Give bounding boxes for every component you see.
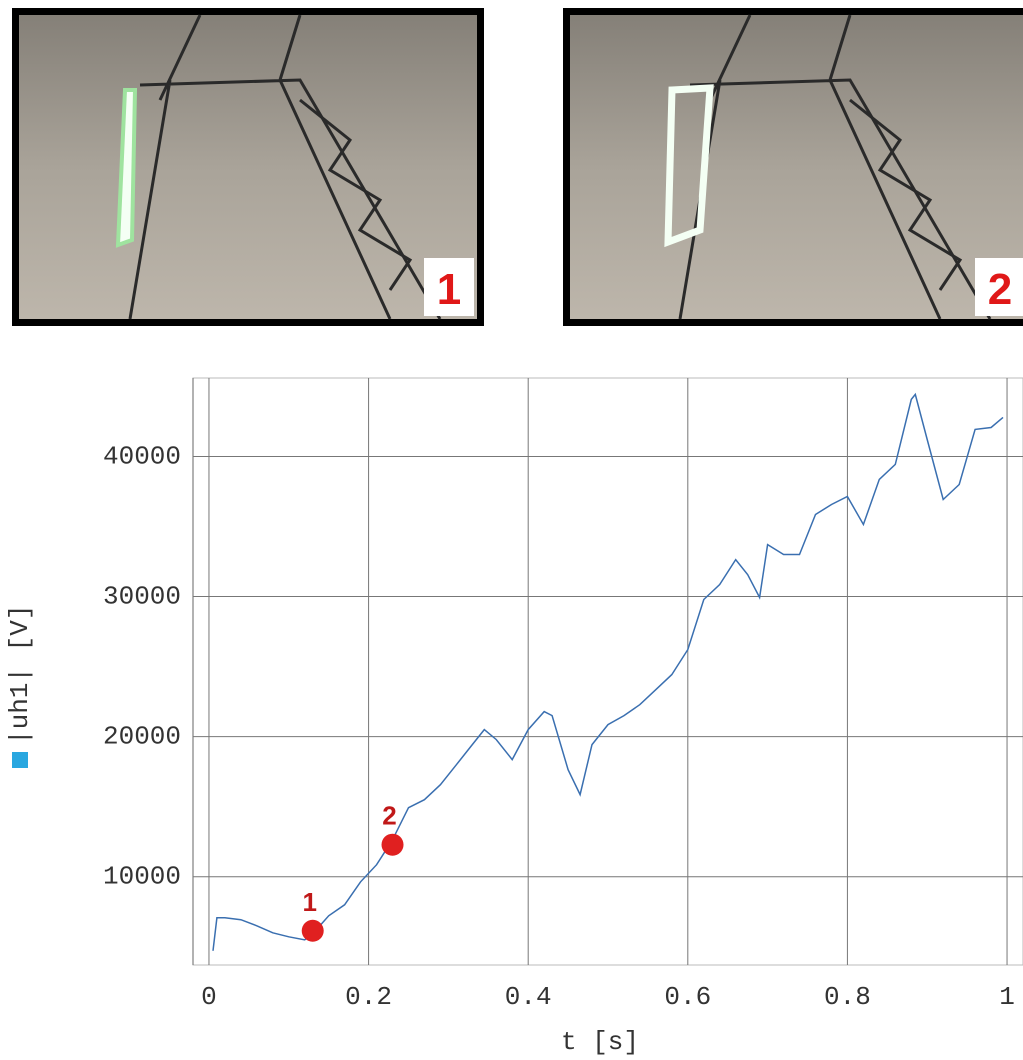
x-tick-label: 0.8 [824,982,871,1012]
legend-swatch [12,752,28,768]
photo-label: 2 [988,265,1012,314]
x-tick-label: 0 [201,982,217,1012]
annotation-label: 2 [382,801,396,831]
x-tick-label: 0.2 [345,982,392,1012]
photo-2: 2 [563,8,1023,326]
data-line [212,392,1004,951]
y-tick-label: 40000 [103,441,181,471]
x-tick-label: 0.6 [664,982,711,1012]
annotation-dot [301,919,324,942]
y-tick-label: 20000 [103,722,181,752]
y-tick-label: 30000 [103,581,181,611]
x-axis-title: t [s] [561,1027,639,1057]
annotation-dot [381,833,404,856]
photo-1: 1 [12,8,484,326]
annotation-label: 1 [302,887,316,917]
photo-label: 1 [437,265,461,314]
y-axis-title: |uh1| [V] [5,605,35,745]
x-tick-label: 0.4 [505,982,552,1012]
x-tick-label: 1 [999,982,1015,1012]
y-tick-label: 10000 [103,862,181,892]
